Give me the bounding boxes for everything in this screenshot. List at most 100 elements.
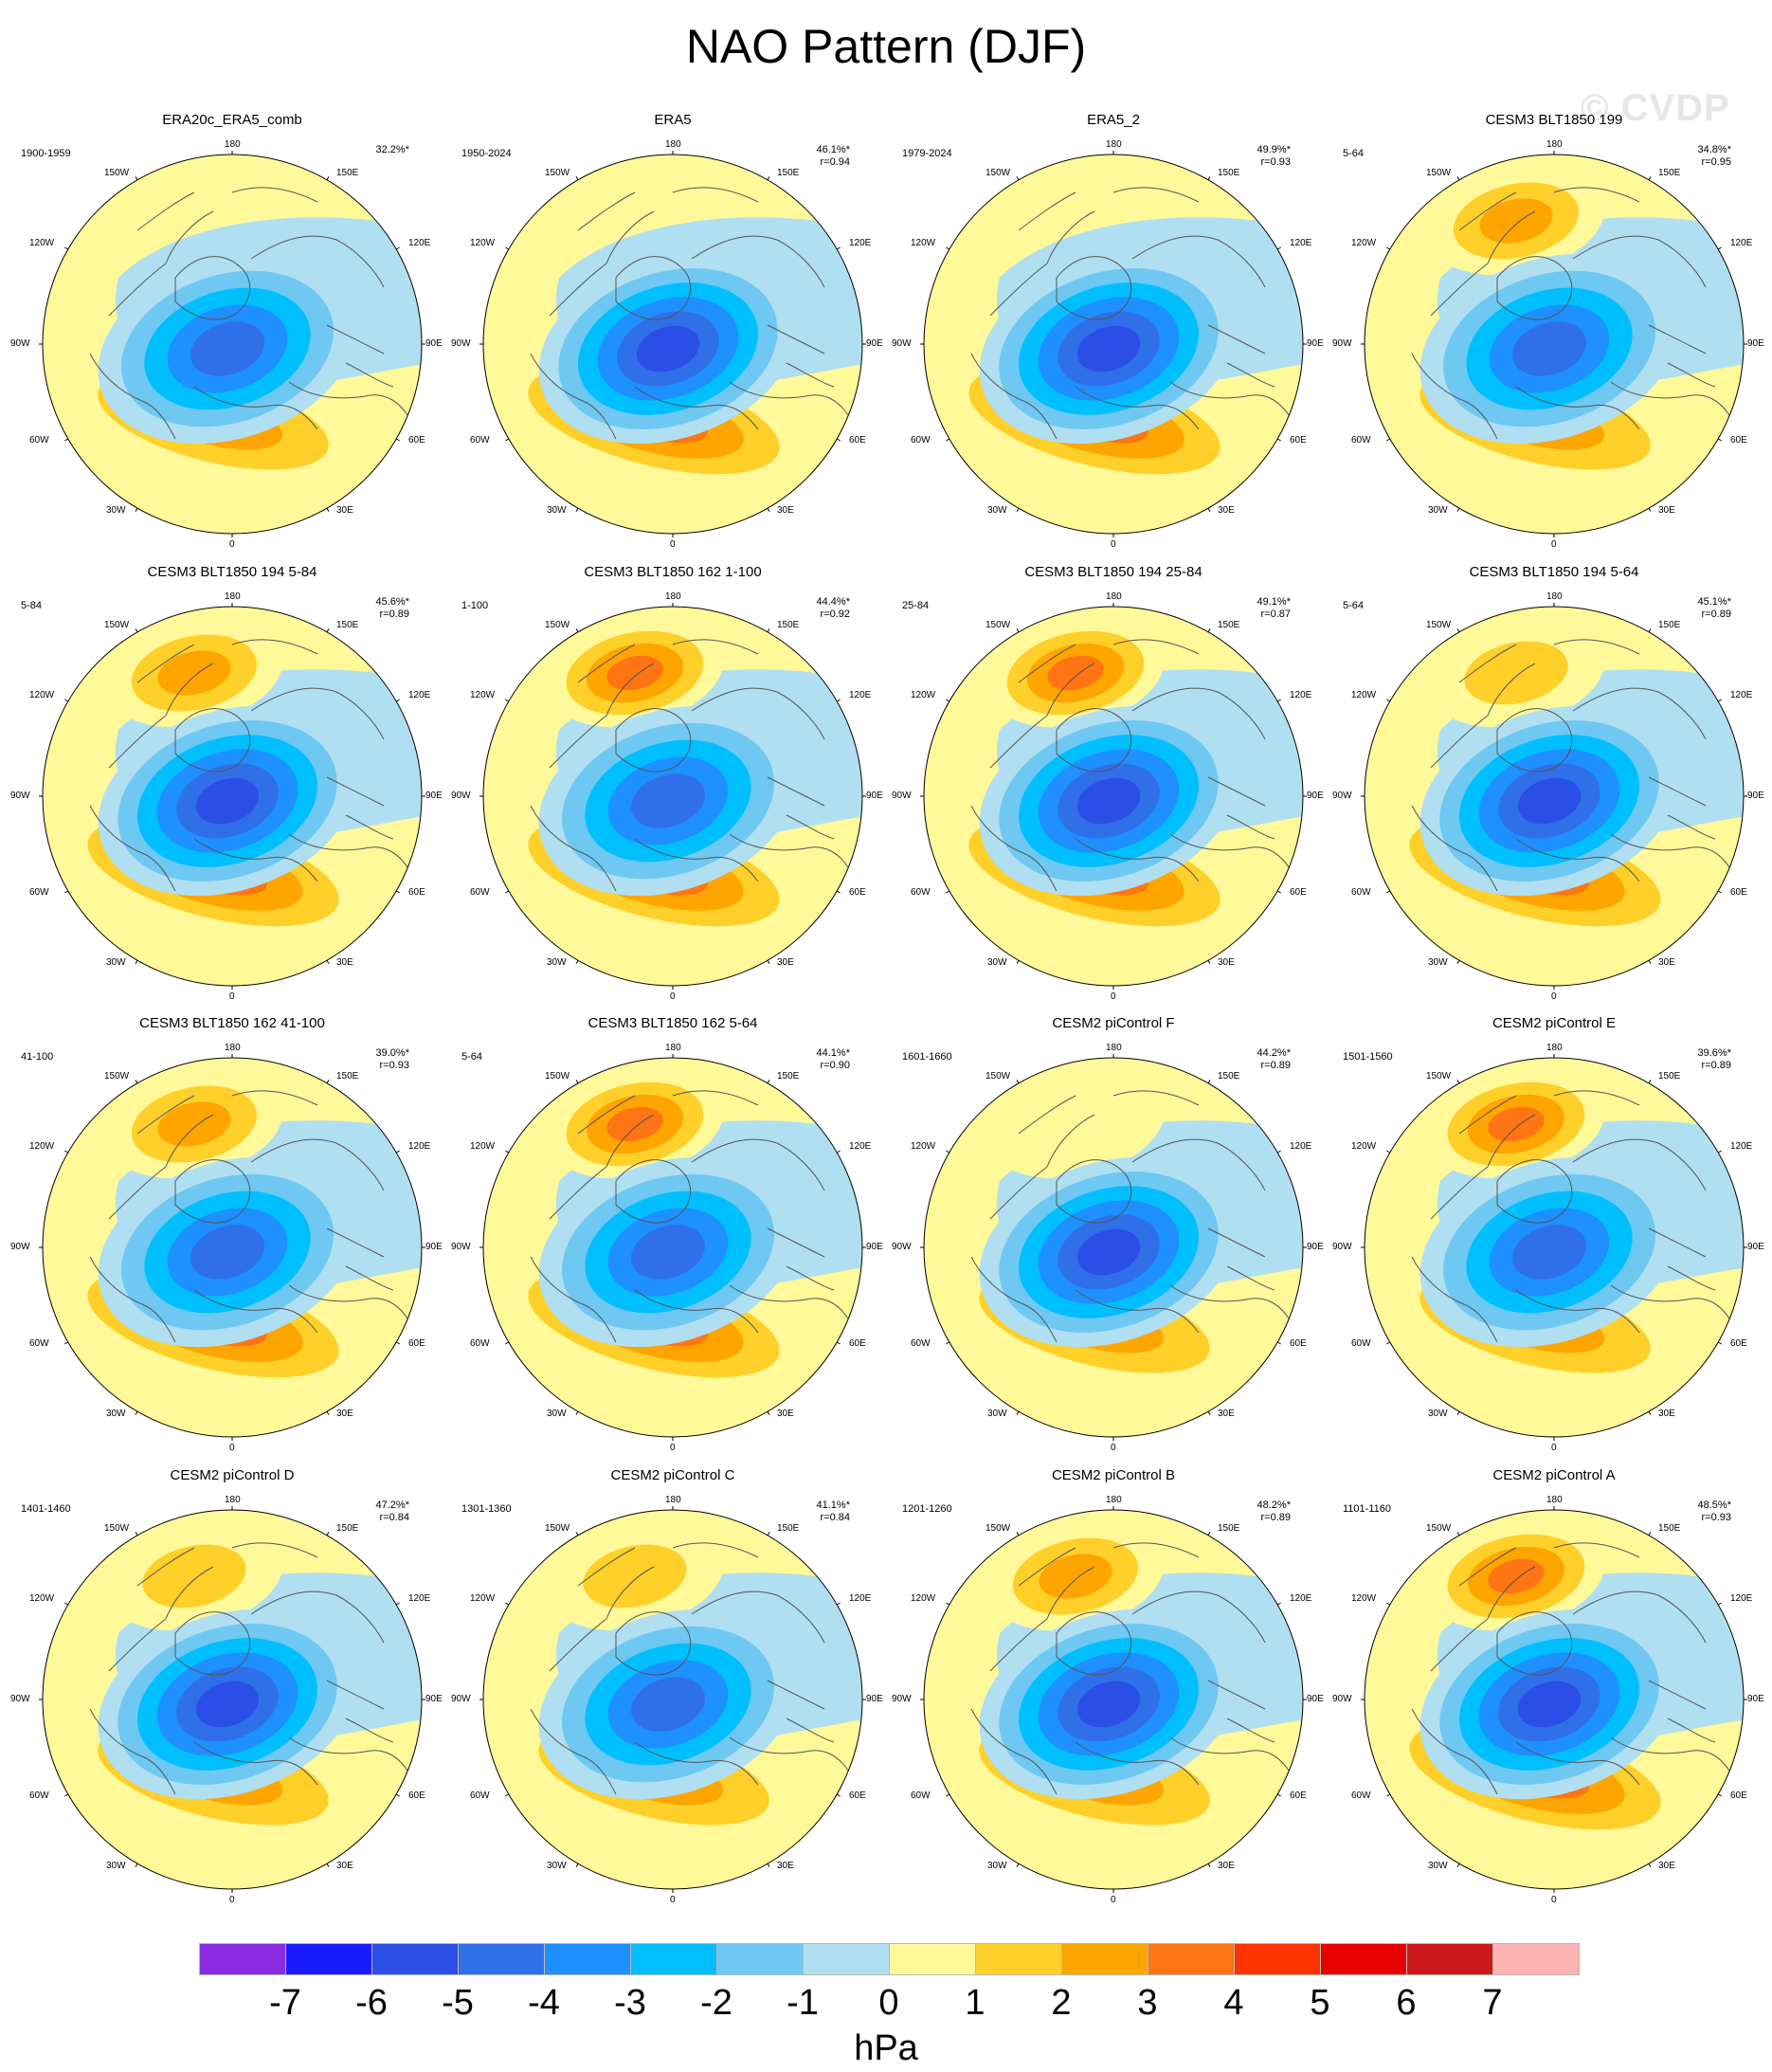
colorbar-tick-label: 7 xyxy=(1482,1983,1503,2023)
longitude-label: 60E xyxy=(408,435,425,445)
longitude-label: 150W xyxy=(104,1071,130,1081)
longitude-label: 60W xyxy=(1351,1790,1371,1801)
panel-title: CESM3 BLT1850 194 5-64 xyxy=(1469,564,1639,580)
coastlines xyxy=(89,639,408,892)
longitude-label: 30W xyxy=(106,505,126,516)
longitude-label: 30W xyxy=(1428,505,1448,516)
panel-variance-pct: 49.9%* xyxy=(1257,144,1291,155)
longitude-label: 120E xyxy=(1730,1141,1753,1152)
map-panel: CESM3 BLT1850 162 41-100 41-100 39.0%* r=0.… xyxy=(9,1015,445,1461)
longitude-label: 30E xyxy=(777,505,794,516)
longitude-label: 120W xyxy=(470,690,496,700)
colorbar-tick-label: -7 xyxy=(269,1983,301,2023)
polar-map xyxy=(39,603,425,990)
colorbar-swatch xyxy=(1061,1943,1148,1975)
longitude-label: 150W xyxy=(1426,1071,1452,1081)
longitude-label: 90W xyxy=(892,338,912,349)
panel-period: 5-84 xyxy=(21,600,43,611)
longitude-label: 120E xyxy=(408,690,431,700)
longitude-label: 120E xyxy=(408,238,431,248)
longitude-label: 180 xyxy=(1546,1495,1563,1505)
panel-pattern-corr: r=0.94 xyxy=(820,156,851,168)
polar-map xyxy=(39,1506,425,1893)
longitude-label: 60W xyxy=(470,1338,490,1349)
panel-variance-pct: 39.0%* xyxy=(375,1047,409,1059)
colorbar-swatch xyxy=(458,1943,545,1975)
longitude-label: 150W xyxy=(985,1523,1011,1534)
colorbar-swatch xyxy=(975,1943,1062,1975)
longitude-label: 60W xyxy=(470,1790,490,1801)
panel-period: 1601-1660 xyxy=(902,1051,952,1063)
longitude-label: 150E xyxy=(336,168,359,178)
longitude-label: 60E xyxy=(1290,1790,1307,1801)
longitude-label: 30E xyxy=(1658,1861,1675,1871)
colorbar-units: hPa xyxy=(854,2028,918,2068)
longitude-label: 60W xyxy=(911,1338,931,1349)
panel-title: CESM2 piControl F xyxy=(1052,1015,1175,1031)
longitude-label: 30E xyxy=(1658,957,1675,968)
polar-map xyxy=(39,1054,425,1441)
panel-variance-pct: 44.1%* xyxy=(816,1047,850,1059)
longitude-label: 30E xyxy=(777,1861,794,1871)
colorbar-tick-label: -3 xyxy=(614,1983,646,2023)
longitude-label: 150E xyxy=(1218,620,1240,630)
panel-title: CESM3 BLT1850 162 5-64 xyxy=(588,1015,758,1031)
longitude-label: 30E xyxy=(1218,957,1235,968)
panel-period: 1979-2024 xyxy=(902,148,952,159)
longitude-label: 150W xyxy=(545,168,570,178)
longitude-label: 120W xyxy=(911,1141,936,1152)
panel-period: 1401-1460 xyxy=(21,1503,71,1515)
panel-pattern-corr: r=0.95 xyxy=(1701,156,1732,168)
panel-period: 1101-1160 xyxy=(1343,1503,1391,1515)
panel-variance-pct: 47.2%* xyxy=(375,1499,409,1511)
longitude-label: 90E xyxy=(425,791,443,801)
longitude-label: 180 xyxy=(225,591,241,602)
map-panel: CESM3 BLT1850 194 5-84 5-84 45.6%* r=0.89 18… xyxy=(9,564,445,1009)
longitude-label: 120E xyxy=(1290,238,1312,248)
longitude-label: 60W xyxy=(470,887,490,898)
longitude-label: 150W xyxy=(545,620,570,630)
longitude-label: 0 xyxy=(1551,1443,1557,1453)
colorbar-tick-label: 4 xyxy=(1223,1983,1244,2023)
longitude-label: 30W xyxy=(547,1409,567,1419)
longitude-label: 60E xyxy=(408,1338,425,1349)
longitude-label: 0 xyxy=(1111,1895,1116,1905)
longitude-label: 0 xyxy=(670,1443,676,1453)
longitude-label: 30W xyxy=(1428,1861,1448,1871)
longitude-label: 0 xyxy=(1551,1895,1557,1905)
longitude-label: 90W xyxy=(451,1242,471,1252)
longitude-label: 120E xyxy=(849,1593,872,1604)
longitude-label: 120W xyxy=(470,238,496,248)
polar-map xyxy=(479,151,866,537)
longitude-label: 150W xyxy=(104,1523,130,1534)
longitude-label: 90E xyxy=(866,791,883,801)
longitude-label: 0 xyxy=(229,991,235,1002)
map-panel-grid: ERA20c_ERA5_comb 1900-1959 32.2%* 180 0 150W 1… xyxy=(9,112,1767,1905)
polar-map xyxy=(1361,1506,1747,1893)
longitude-label: 150W xyxy=(104,168,130,178)
longitude-label: 60W xyxy=(470,435,490,445)
longitude-label: 150E xyxy=(1658,1523,1681,1534)
colorbar-tick-label: 3 xyxy=(1137,1983,1158,2023)
longitude-label: 90E xyxy=(866,1694,883,1704)
map-panel: ERA5_2 1979-2024 49.9%* r=0.93 180 0 150W 150E 1… xyxy=(891,112,1327,557)
longitude-label: 30E xyxy=(336,1409,353,1419)
panel-period: 5-64 xyxy=(1343,600,1365,611)
longitude-label: 180 xyxy=(225,139,241,150)
cvdp-watermark: © CVDP xyxy=(1581,87,1730,129)
panel-pattern-corr: r=0.89 xyxy=(1701,609,1732,620)
map-panel: CESM2 piControl E 1501-1560 39.6%* r=0.89 18… xyxy=(1331,1015,1767,1461)
colorbar-swatch xyxy=(889,1943,976,1975)
longitude-label: 180 xyxy=(1546,139,1563,150)
panel-pattern-corr: r=0.89 xyxy=(379,609,410,620)
panel-variance-pct: 39.6%* xyxy=(1697,1047,1731,1059)
coastlines xyxy=(530,639,849,892)
longitude-label: 150E xyxy=(1218,1523,1240,1534)
colorbar-swatch xyxy=(1406,1943,1493,1975)
figure-title: NAO Pattern (DJF) xyxy=(685,20,1087,73)
polar-map xyxy=(479,1506,866,1893)
longitude-label: 180 xyxy=(665,591,681,602)
coastlines xyxy=(89,1542,408,1795)
panel-title: CESM3 BLT1850 194 25-84 xyxy=(1024,564,1202,580)
map-panel: CESM3 BLT1850 194 5-64 5-64 45.1%* r=0.89 18… xyxy=(1331,564,1767,1009)
